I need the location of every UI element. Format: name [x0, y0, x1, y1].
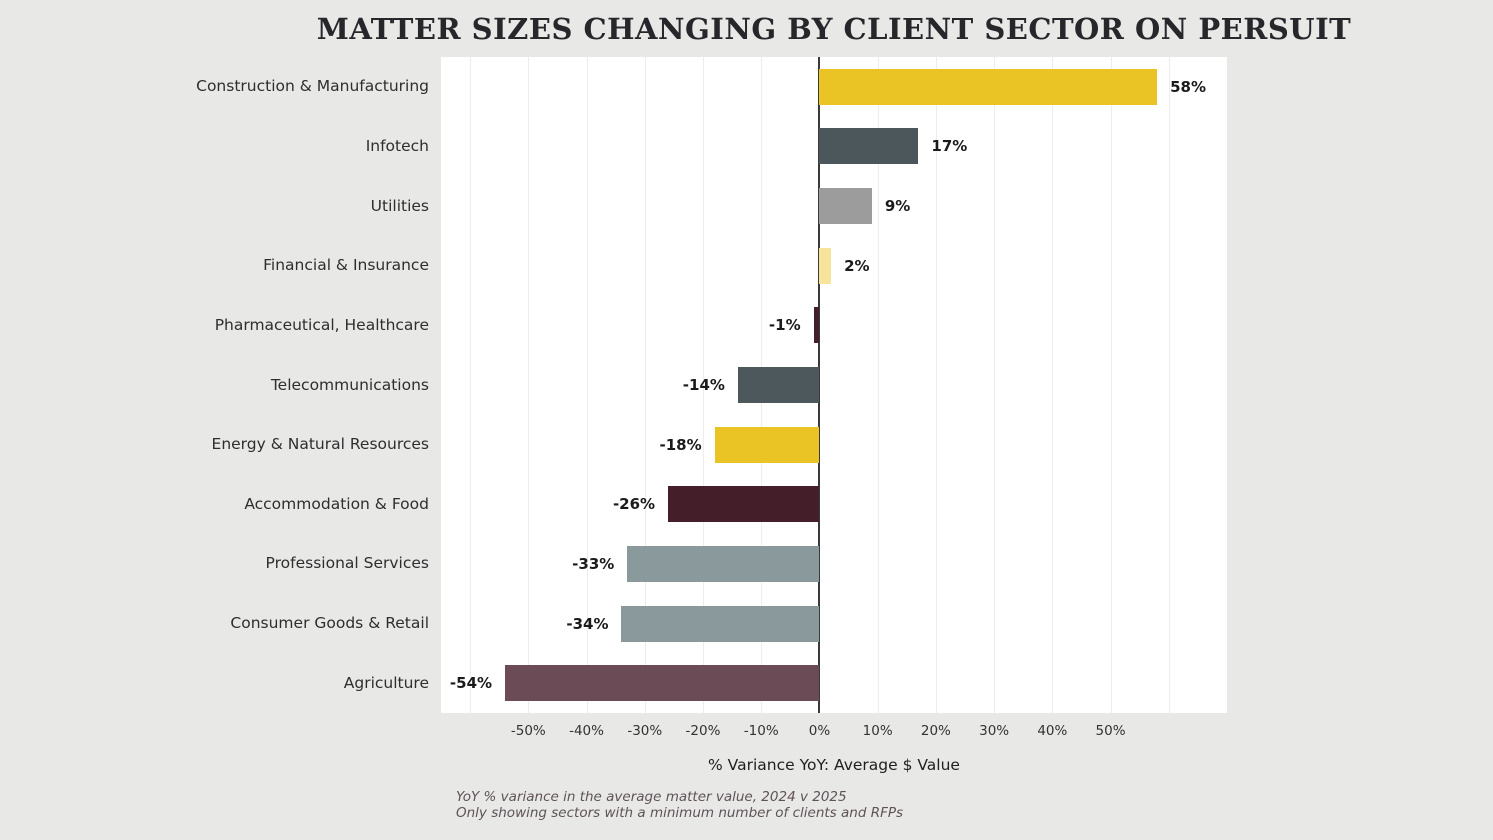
bar-row: Energy & Natural Resources -18%	[0, 415, 1227, 475]
bar-track: -1%	[441, 296, 1227, 356]
bar	[737, 367, 820, 404]
x-tick-label: -40%	[569, 723, 604, 739]
bar-row: Professional Services -33%	[0, 534, 1227, 594]
bar	[505, 665, 820, 702]
category-label: Agriculture	[343, 673, 429, 692]
bar-row: Infotech 17%	[0, 117, 1227, 177]
value-label: -18%	[659, 435, 702, 454]
plot-area	[441, 57, 1227, 713]
value-label: -54%	[449, 674, 493, 693]
bar-row: Accommodation & Food -26%	[0, 474, 1227, 534]
category-label: Telecommunications	[270, 375, 429, 394]
x-tick-label: 40%	[1037, 723, 1068, 739]
chart-title: MATTER SIZES CHANGING BY CLIENT SECTOR O…	[316, 12, 1352, 46]
bar	[813, 307, 820, 344]
value-label: -14%	[682, 376, 725, 395]
chart-footnotes: YoY % variance in the average matter val…	[456, 789, 904, 822]
category-label: Accommodation & Food	[244, 494, 429, 513]
category-label: Professional Services	[265, 554, 429, 573]
bar-track: -33%	[441, 534, 1227, 594]
value-label: -33%	[572, 554, 615, 573]
category-label: Energy & Natural Resources	[211, 435, 429, 454]
x-tick-label: 10%	[862, 723, 893, 739]
x-tick-label: -20%	[685, 723, 721, 739]
bar-row: Agriculture -54%	[0, 653, 1227, 713]
x-tick-label: -30%	[627, 723, 663, 739]
value-label: -34%	[566, 614, 609, 633]
gridline	[935, 57, 937, 713]
bar	[627, 545, 820, 582]
bar	[819, 247, 832, 284]
bar-row: Utilities 9%	[0, 176, 1227, 236]
bar-row: Consumer Goods & Retail -34%	[0, 594, 1227, 654]
x-axis-ticks: -50% -40% -30% -20% -10% 0% 10% 20% 30% 40% 50%	[441, 713, 1227, 747]
value-label: 17%	[931, 137, 968, 156]
value-label: 58%	[1170, 77, 1207, 96]
x-tick-label: -10%	[743, 723, 779, 739]
gridline	[1168, 57, 1170, 713]
category-label: Construction & Manufacturing	[196, 77, 429, 96]
bar-track: 58%	[441, 57, 1227, 117]
category-label: Financial & Insurance	[263, 256, 429, 275]
value-label: 2%	[844, 256, 870, 275]
value-label: 9%	[884, 197, 911, 216]
footnote-line-1: YoY % variance in the average matter val…	[456, 789, 847, 805]
bar-track: -34%	[441, 594, 1227, 654]
gridline	[994, 57, 996, 713]
bar	[714, 426, 820, 463]
gridline	[528, 57, 530, 713]
gridline	[1110, 57, 1112, 713]
x-tick-label: -50%	[510, 723, 546, 739]
bar-row: Financial & Insurance 2%	[0, 236, 1227, 296]
x-tick-label: 0%	[808, 723, 831, 739]
x-axis-title: % Variance YoY: Average $ Value	[708, 756, 960, 774]
footnote-line-2: Only showing sectors with a minimum numb…	[456, 804, 904, 821]
bar-track: -14%	[441, 355, 1227, 415]
bar-row: Construction & Manufacturing 58%	[0, 57, 1227, 117]
zero-axis-line	[818, 57, 821, 713]
category-label: Pharmaceutical, Healthcare	[214, 315, 429, 334]
bar-track: 9%	[441, 176, 1227, 236]
value-label: -26%	[612, 495, 656, 514]
gridline	[586, 57, 588, 713]
x-tick-label: 20%	[920, 723, 951, 739]
bar-track: -18%	[441, 415, 1227, 475]
gridline	[1052, 57, 1054, 713]
bar-track: 2%	[441, 236, 1227, 296]
bar-track: -26%	[441, 474, 1227, 534]
bar	[819, 68, 1158, 105]
category-label: Utilities	[370, 196, 429, 215]
gridline	[470, 57, 472, 713]
x-tick-label: 30%	[979, 723, 1010, 739]
category-label: Consumer Goods & Retail	[230, 614, 429, 633]
bar-chart: Construction & Manufacturing 58% Infotech 1…	[0, 57, 1227, 713]
value-label: -1%	[768, 316, 801, 335]
bar-row: Pharmaceutical, Healthcare -1%	[0, 296, 1227, 356]
gridline	[702, 57, 704, 713]
bar-row: Telecommunications -14%	[0, 355, 1227, 415]
bar	[819, 128, 919, 165]
bar	[621, 605, 820, 642]
bar	[668, 486, 820, 523]
bar-track: 17%	[441, 117, 1227, 177]
category-label: Infotech	[365, 136, 429, 155]
bar-rows: Construction & Manufacturing 58% Infotech 1…	[0, 57, 1227, 713]
bar-track: -54%	[441, 653, 1227, 713]
x-tick-label: 50%	[1095, 723, 1126, 739]
gridline	[644, 57, 646, 713]
bar	[819, 188, 872, 225]
gridline	[877, 57, 879, 713]
